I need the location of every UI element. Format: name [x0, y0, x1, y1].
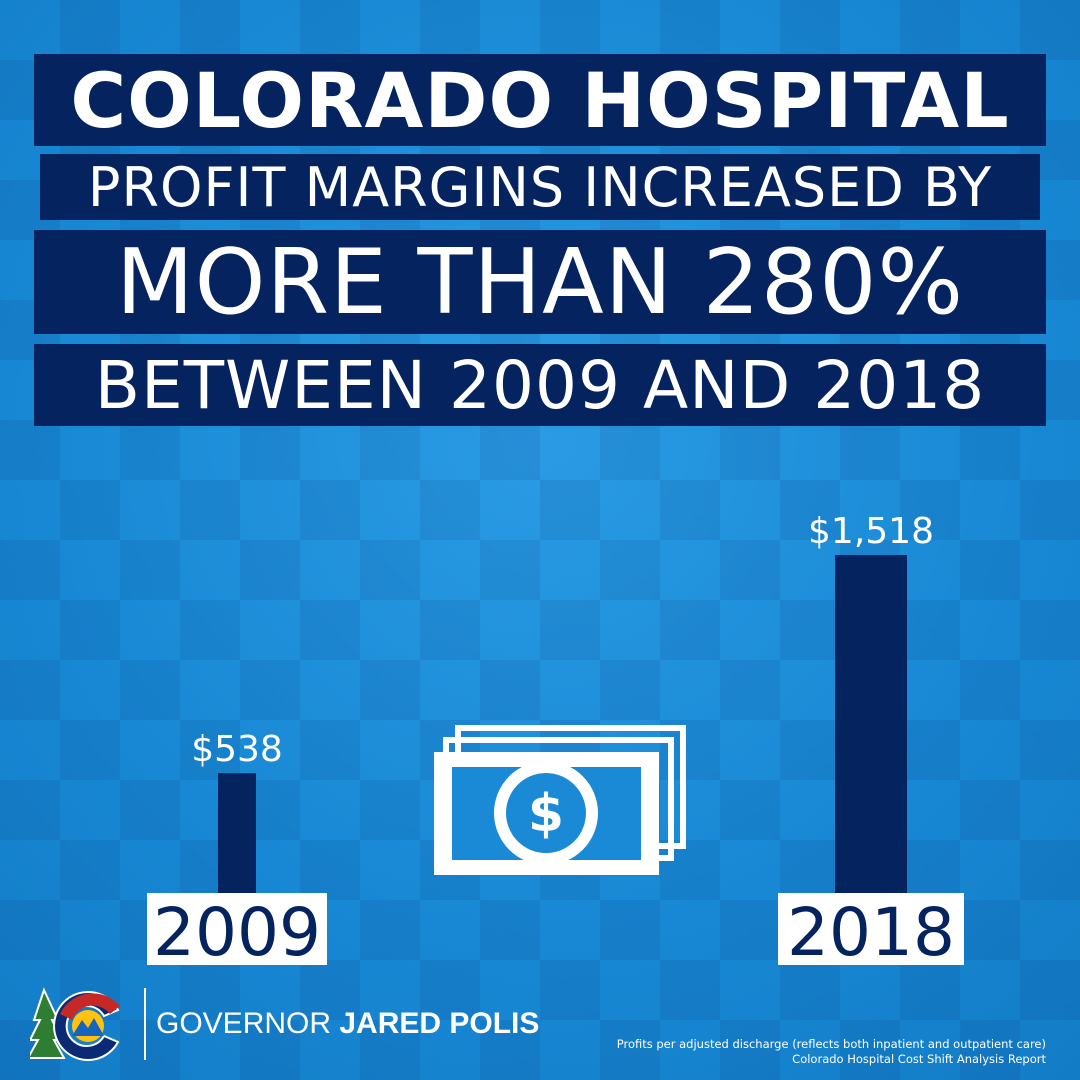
bar-2009 [218, 773, 256, 893]
brand-divider [144, 988, 146, 1060]
svg-text:$: $ [528, 784, 564, 844]
money-stack-icon: $ [434, 725, 686, 875]
value-label-2009: $538 [191, 729, 283, 770]
footnotes: Profits per adjusted discharge (reflects… [617, 1037, 1046, 1067]
headline-line-1: COLORADO HOSPITAL [34, 54, 1046, 146]
category-label-bg-2009 [147, 893, 327, 965]
brand-prefix: GOVERNOR [156, 1007, 340, 1040]
headline-line-3: MORE THAN 280% [34, 230, 1046, 335]
brand-name: JARED POLIS [339, 1007, 540, 1040]
footnote-source: Colorado Hospital Cost Shift Analysis Re… [792, 1052, 1046, 1066]
bar-2018 [835, 555, 907, 893]
footnote-definition: Profits per adjusted discharge (reflects… [616, 1037, 1046, 1051]
headline-line-4: BETWEEN 2009 AND 2018 [34, 344, 1046, 426]
branding: GOVERNOR JARED POLIS [30, 984, 539, 1064]
category-label-2018: 2018 [787, 894, 955, 971]
colorado-logo-icon [30, 987, 120, 1061]
value-label-2018: $1,518 [808, 511, 934, 552]
headline-line-2: PROFIT MARGINS INCREASED BY [40, 154, 1040, 220]
bar-chart: $538 2009 $1,518 2018 [147, 511, 964, 971]
category-label-bg-2018 [778, 893, 964, 965]
category-label-2009: 2009 [153, 894, 321, 971]
brand-text: GOVERNOR JARED POLIS [156, 1007, 539, 1041]
